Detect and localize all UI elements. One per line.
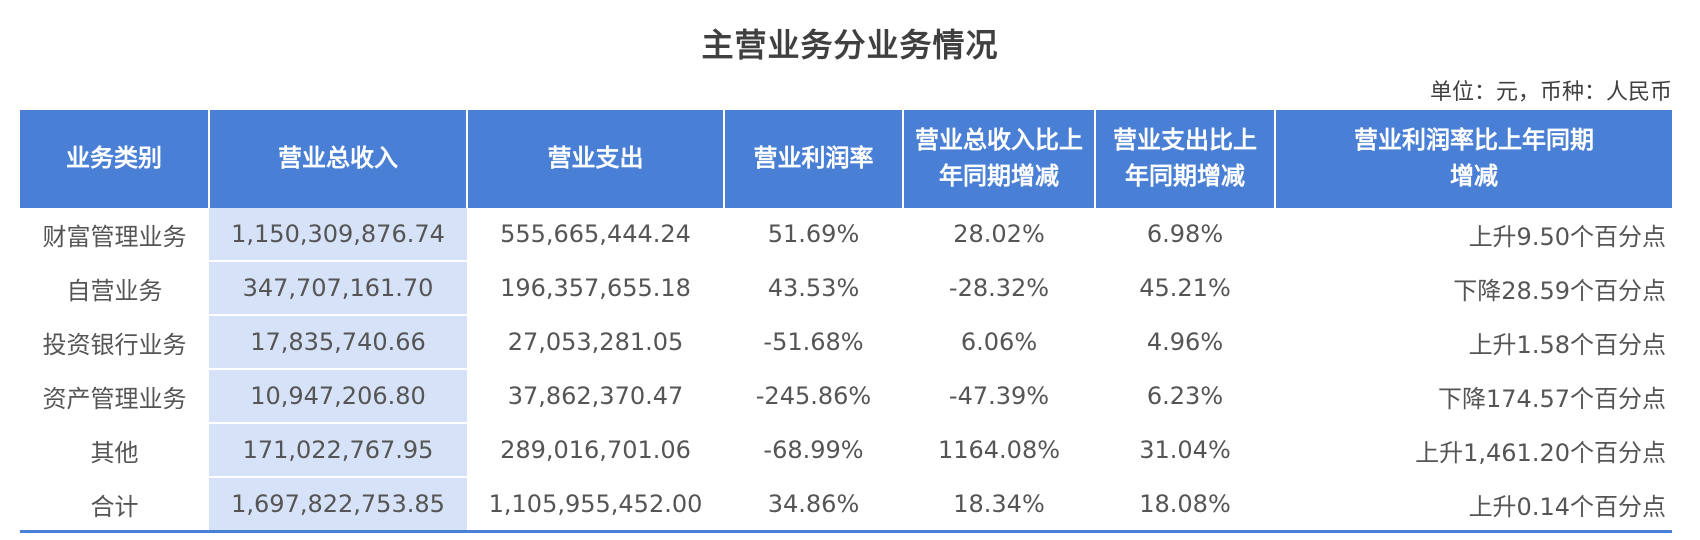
column-header-line: 营业支出比上 — [1113, 126, 1257, 154]
table-cell: -245.86% — [724, 368, 903, 423]
column-header-line: 营业支出 — [547, 144, 644, 172]
column-header-line: 营业利润率 — [753, 144, 874, 172]
column-header-line: 业务类别 — [66, 144, 162, 172]
table-cell: 1,697,822,753.85 — [209, 476, 467, 530]
table-cell: 34.86% — [724, 476, 903, 530]
table-cell: 下降174.57个百分点 — [1275, 368, 1672, 423]
table-body: 财富管理业务 1,150,309,876.74 555,665,444.24 51.6… — [20, 207, 1672, 530]
table-cell: 17,835,740.66 — [209, 314, 467, 369]
table-cell: 6.23% — [1095, 368, 1275, 423]
table-row: 其他 171,022,767.95 289,016,701.06 -68.99% 116… — [20, 422, 1672, 477]
row-category-cell: 投资银行业务 — [20, 314, 209, 369]
unit-note: 单位：元，币种：人民币 — [1429, 80, 1672, 105]
column-header: 业务类别 — [20, 110, 210, 207]
column-header-line: 营业总收入比上 — [915, 126, 1083, 154]
header-row: 业务类别 营业总收入 营业支出 营业利润率 营业总收入比上 年同期增减 营业支出比上 年同期增… — [20, 110, 1672, 207]
table-cell: 28.02% — [953, 220, 1045, 248]
table-row: 投资银行业务 17,835,740.66 27,053,281.05 -51.68% 6… — [20, 314, 1672, 369]
table-row: 合计 1,697,822,753.85 1,105,955,452.00 34.86%… — [20, 476, 1672, 530]
table-cell: 上升1.58个百分点 — [1275, 314, 1672, 369]
table-cell: -28.32% — [903, 260, 1095, 315]
table-cell: 51.69% — [767, 220, 860, 248]
table-cell: 43.53% — [724, 260, 903, 315]
table-cell: 18.08% — [1095, 476, 1275, 530]
row-category-cell: 合计 — [20, 476, 209, 530]
table-cell: 上升9.50个百分点 — [1468, 222, 1666, 251]
table-cell: 上升0.14个百分点 — [1275, 476, 1672, 530]
column-header-line: 年同期增减 — [939, 162, 1059, 190]
column-header-line: 年同期增减 — [1125, 162, 1245, 190]
table-cell: 45.21% — [1095, 260, 1275, 315]
table-cell: 37,862,370.47 — [467, 368, 724, 423]
table-row: 自营业务 347,707,161.70 196,357,655.18 43.53% -2… — [20, 260, 1672, 315]
table-cell: 10,947,206.80 — [209, 368, 467, 423]
column-header-line: 增减 — [1450, 162, 1498, 190]
business-table: 业务类别 营业总收入 营业支出 营业利润率 营业总收入比上 年同期增减 营业支出比上 年同期增… — [20, 110, 1672, 530]
table-cell: -47.39% — [903, 368, 1095, 423]
table-bottom-border — [20, 530, 1672, 533]
table-title: 主营业务分业务情况 — [701, 26, 999, 64]
table-cell: 1,150,309,876.74 — [209, 207, 467, 261]
table-cell: 347,707,161.70 — [209, 260, 467, 315]
table-cell: 31.04% — [1095, 422, 1275, 477]
table-cell: 上升1,461.20个百分点 — [1275, 422, 1672, 477]
table-cell: 18.34% — [903, 476, 1095, 530]
table-cell: -68.99% — [724, 422, 903, 477]
column-header: 营业支出比上 年同期增减 — [1095, 110, 1276, 207]
table-row: 资产管理业务 10,947,206.80 37,862,370.47 -245.86%… — [20, 368, 1672, 423]
table-cell: 6.98% — [1146, 220, 1224, 248]
table-cell: 289,016,701.06 — [467, 422, 724, 477]
column-header: 营业总收入比上 年同期增减 — [903, 110, 1096, 207]
table-cell: 555,665,444.24 — [500, 220, 691, 248]
table-cell: 6.06% — [903, 314, 1095, 369]
column-header-line: 营业总收入 — [278, 144, 398, 172]
column-header-line: 营业利润率比上年同期 — [1354, 126, 1594, 154]
column-header: 营业利润率 — [724, 110, 904, 207]
table-cell: -51.68% — [724, 314, 903, 369]
table-row: 财富管理业务 1,150,309,876.74 555,665,444.24 51.6… — [20, 207, 1672, 261]
table-cell: 下降28.59个百分点 — [1275, 260, 1672, 315]
table-cell: 27,053,281.05 — [467, 314, 724, 369]
row-category-cell: 财富管理业务 — [42, 222, 187, 251]
column-header: 营业总收入 — [209, 110, 468, 207]
row-category-cell: 自营业务 — [20, 260, 209, 315]
row-category-cell: 其他 — [20, 422, 209, 477]
column-header: 营业利润率比上年同期 增减 — [1275, 110, 1672, 207]
row-category-cell: 资产管理业务 — [20, 368, 209, 423]
table-cell: 196,357,655.18 — [467, 260, 724, 315]
table-cell: 4.96% — [1095, 314, 1275, 369]
table-cell: 1164.08% — [903, 422, 1095, 477]
column-header: 营业支出 — [467, 110, 725, 207]
table-cell: 1,105,955,452.00 — [467, 476, 724, 530]
table-cell: 171,022,767.95 — [209, 422, 467, 477]
